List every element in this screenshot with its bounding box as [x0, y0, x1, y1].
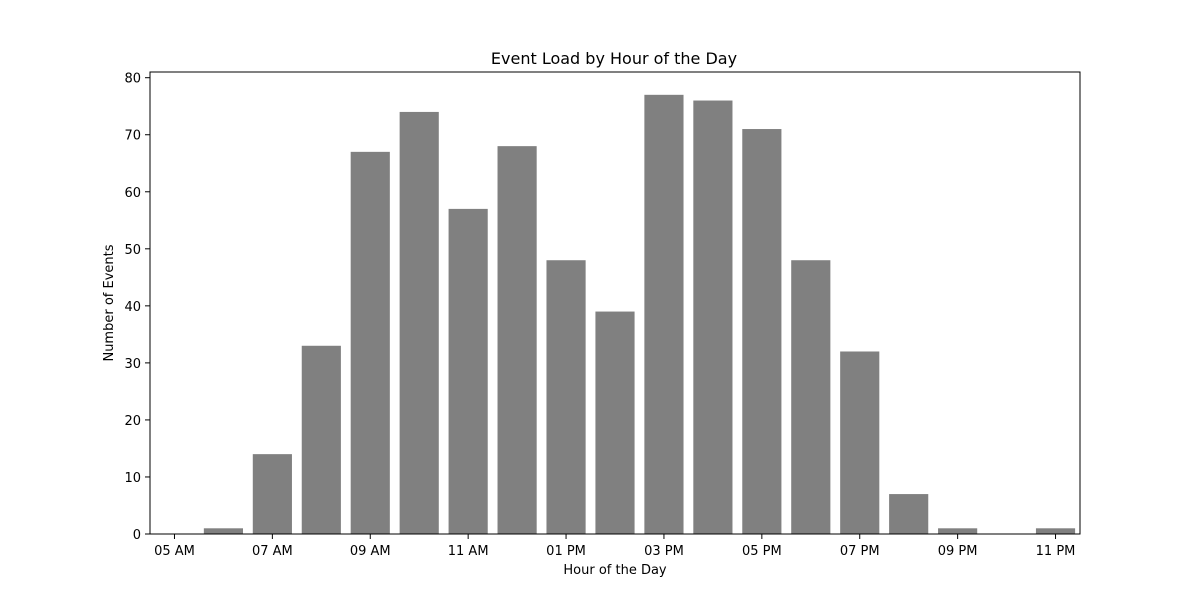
bar-hour-8: [301, 345, 341, 534]
y-tick-label: 50: [124, 243, 141, 258]
x-axis-label: Hour of the Day: [563, 563, 667, 578]
y-tick-label: 0: [133, 528, 141, 543]
y-tick-label: 80: [124, 72, 141, 87]
bar-hour-17: [742, 129, 782, 534]
y-tick-label: 20: [124, 414, 141, 429]
x-tick-label: 01 PM: [546, 544, 586, 559]
y-tick-label: 70: [124, 129, 141, 144]
x-tick-label: 07 PM: [840, 544, 880, 559]
y-tick-label: 60: [124, 186, 141, 201]
bar-hour-9: [350, 151, 390, 534]
bar-hour-16: [693, 100, 733, 534]
bar-hour-21: [938, 528, 978, 534]
x-tick-label: 11 AM: [448, 544, 489, 559]
x-tick-label: 05 PM: [742, 544, 782, 559]
bar-hour-13: [546, 260, 586, 534]
plot-frame: [149, 71, 1081, 535]
bar-hour-10: [399, 111, 439, 534]
bar-hour-23: [1035, 528, 1076, 534]
bar-series: [203, 94, 1076, 535]
x-tick-label: 07 AM: [252, 544, 293, 559]
bar-hour-12: [497, 146, 537, 535]
bar-hour-15: [644, 94, 684, 534]
bar-hour-6: [203, 528, 243, 534]
bar-hour-18: [791, 260, 831, 534]
y-tick-label: 30: [124, 357, 141, 372]
x-tick-label: 03 PM: [644, 544, 684, 559]
x-tick-label: 09 PM: [938, 544, 978, 559]
bar-hour-7: [252, 454, 292, 534]
bar-hour-14: [595, 311, 635, 534]
x-tick-label: 05 AM: [154, 544, 195, 559]
x-axis-ticks: 05 AM 07 AM 09 AM 11 AM 01 PM 03 PM 05 PM 07 PM…: [154, 534, 1075, 559]
bar-hour-19: [840, 351, 880, 534]
y-tick-label: 40: [124, 300, 141, 315]
bar-hour-20: [889, 494, 929, 534]
y-axis-label: Number of Events: [102, 244, 117, 361]
x-tick-label: 11 PM: [1036, 544, 1076, 559]
y-tick-label: 10: [124, 471, 141, 486]
bar-hour-11: [448, 208, 488, 534]
x-tick-label: 09 AM: [350, 544, 391, 559]
chart-title: Event Load by Hour of the Day: [491, 49, 737, 68]
y-axis-ticks: 0 10 20 30 40 50 60 70 80: [124, 72, 150, 543]
